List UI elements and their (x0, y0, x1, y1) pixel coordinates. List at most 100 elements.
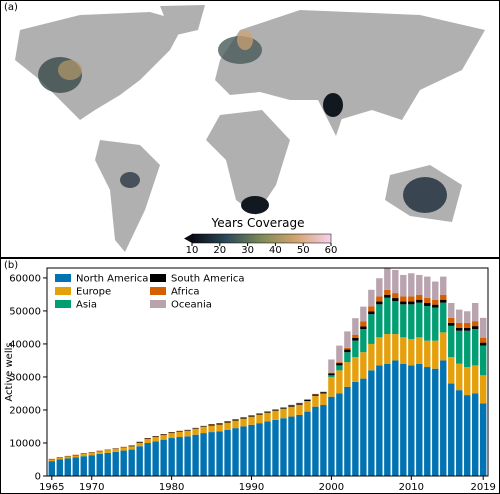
bar-segment (48, 459, 55, 462)
bar-segment (448, 383, 455, 476)
bar-segment (296, 404, 303, 415)
bar-segment (168, 433, 175, 439)
bar-segment (424, 298, 431, 303)
bar-segment (432, 304, 439, 308)
bar-segment (88, 455, 95, 476)
bar-segment (200, 426, 207, 434)
bar-segment (312, 394, 319, 396)
x-tick-label: 1990 (239, 482, 264, 493)
bar-segment (448, 302, 455, 318)
bar-segment (328, 359, 335, 373)
bar-segment (288, 416, 295, 476)
colorbar-tick-label: 60 (325, 245, 338, 256)
bar-segment (336, 345, 343, 363)
bar-segment (416, 299, 423, 303)
bar-segment (472, 326, 479, 330)
bar-segment (480, 345, 487, 376)
bar-segment (416, 302, 423, 338)
bar-segment (328, 373, 335, 376)
bar-segment (416, 294, 423, 300)
colorbar-tick-label: 50 (297, 245, 310, 256)
bar-segment (368, 289, 375, 307)
bar-segment (216, 431, 223, 476)
bar-segment (144, 439, 151, 443)
legend-swatch (55, 300, 71, 308)
bar-segment (232, 419, 239, 421)
legend-swatch (55, 287, 71, 295)
bar-segment (104, 452, 111, 476)
bar-segment (440, 302, 447, 333)
bar-segment (304, 399, 311, 402)
y-tick-label: 50000 (9, 306, 41, 317)
bar-segment (336, 363, 343, 366)
bar-segment (304, 401, 311, 412)
colorbar-tick-label: 40 (269, 245, 282, 256)
bar-segment (384, 294, 391, 298)
bar-segment (224, 422, 231, 430)
colorbar-extend (184, 234, 192, 243)
bar-segment (424, 340, 431, 368)
bar-segment (464, 311, 471, 323)
bar-segment (120, 447, 127, 451)
bar-segment (400, 296, 407, 302)
bar-segment (456, 322, 463, 328)
x-tick-label: 1965 (39, 482, 64, 493)
legend-label: Africa (171, 287, 200, 298)
bar-segment (448, 317, 455, 323)
bar-segment (232, 420, 239, 429)
panel-label: (a) (4, 2, 18, 13)
bar-segment (400, 274, 407, 297)
bar-segment (352, 318, 359, 335)
bar-segment (336, 362, 343, 364)
bar-segment (224, 421, 231, 423)
bar-segment (368, 306, 375, 312)
bar-segment (320, 405, 327, 476)
legend-label: South America (171, 274, 245, 285)
bar-segment (360, 306, 367, 322)
bar-segment (448, 322, 455, 326)
bar-segment (408, 273, 415, 297)
bar-segment (224, 429, 231, 476)
bar-segment (128, 446, 135, 450)
bar-segment (432, 281, 439, 300)
bar-segment (368, 314, 375, 344)
bar-segment (408, 301, 415, 305)
bar-segment (480, 342, 487, 346)
bar-segment (80, 456, 87, 476)
bar-segment (312, 406, 319, 476)
bar-segment (400, 337, 407, 364)
bar-segment (144, 438, 151, 440)
bar-segment (376, 278, 383, 297)
bar-segment (56, 459, 63, 476)
bar-segment (448, 357, 455, 384)
bar-segment (240, 418, 247, 427)
bar-segment (240, 426, 247, 476)
bar-segment (128, 445, 135, 447)
bar-segment (136, 442, 143, 447)
bar-segment (440, 360, 447, 476)
plot-area (46, 267, 489, 477)
bar-segment (48, 461, 55, 476)
bar-segment (152, 436, 159, 438)
bar-segment (136, 446, 143, 476)
bar-segment (200, 426, 207, 427)
bar-segment (168, 438, 175, 476)
bar-segment (256, 413, 263, 415)
bar-segment (168, 432, 175, 434)
bar-segment (256, 414, 263, 424)
bar-segment (152, 437, 159, 442)
bar-segment (112, 451, 119, 476)
bar-segment (344, 349, 351, 353)
y-tick-label: 30000 (9, 372, 41, 383)
y-tick-label: 20000 (9, 405, 41, 416)
bar-segment (176, 431, 183, 438)
bar-segment (400, 304, 407, 338)
bar-segment (160, 435, 167, 440)
bar-segment (456, 363, 463, 391)
bar-segment (256, 423, 263, 476)
bar-segment (456, 327, 463, 331)
bar-segment (392, 334, 399, 361)
bar-segment (416, 363, 423, 476)
bar-segment (408, 365, 415, 476)
bar-segment (432, 299, 439, 305)
